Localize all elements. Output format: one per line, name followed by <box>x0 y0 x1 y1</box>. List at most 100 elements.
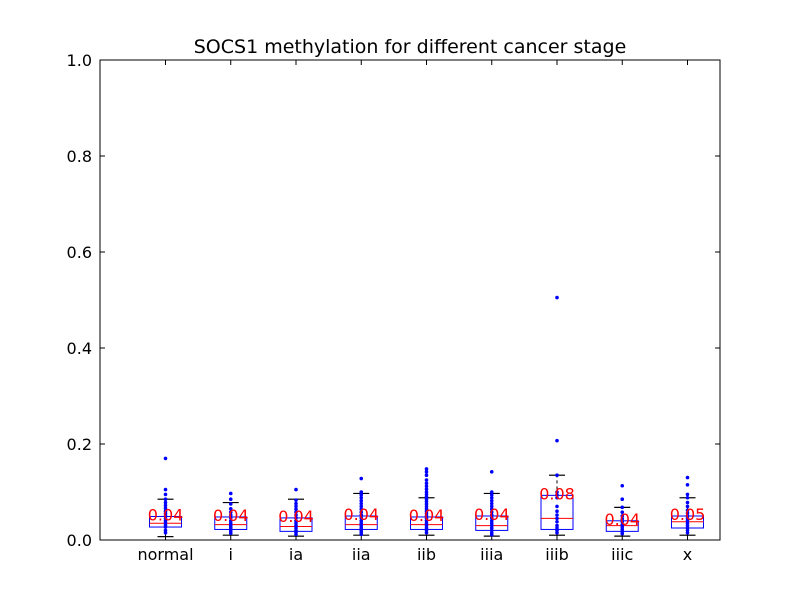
data-point <box>228 491 233 496</box>
data-point <box>685 500 690 505</box>
median-label: 0.04 <box>604 510 640 529</box>
data-point <box>228 502 233 506</box>
x-tick-label: iib <box>417 545 436 564</box>
data-point <box>163 500 168 505</box>
data-point <box>359 513 364 517</box>
data-point <box>489 493 494 497</box>
data-point <box>685 531 690 535</box>
data-point <box>620 483 625 488</box>
data-point <box>359 510 364 514</box>
data-point <box>489 510 494 514</box>
data-point <box>489 501 494 506</box>
data-point <box>359 493 364 497</box>
data-point <box>685 495 690 500</box>
data-point <box>555 493 559 497</box>
data-point <box>228 510 233 514</box>
data-point <box>620 517 625 521</box>
median-label: 0.04 <box>213 506 249 525</box>
data-point <box>489 513 494 517</box>
data-point <box>424 487 429 491</box>
data-point <box>163 503 168 508</box>
data-point <box>555 495 559 500</box>
x-tick-label: x <box>683 545 692 564</box>
data-point <box>620 505 625 510</box>
median-label: 0.04 <box>474 505 510 524</box>
data-point <box>163 456 168 461</box>
data-point <box>228 516 233 520</box>
x-tick-label: normal <box>137 545 193 564</box>
data-point <box>685 475 690 480</box>
data-point <box>489 498 494 503</box>
data-point <box>685 483 690 487</box>
data-point <box>424 481 429 486</box>
data-point <box>228 513 233 517</box>
data-point <box>489 490 494 494</box>
data-point <box>555 490 559 494</box>
data-point <box>489 516 494 520</box>
data-point <box>685 504 690 509</box>
data-point <box>294 513 298 517</box>
median-label: 0.08 <box>539 484 575 503</box>
data-point <box>620 531 625 536</box>
y-tick-label: 0.4 <box>67 339 92 358</box>
plot-frame <box>99 59 721 541</box>
y-tick-label: 0.0 <box>67 531 92 550</box>
data-point <box>424 531 429 535</box>
data-point <box>489 495 494 500</box>
data-point <box>555 509 559 513</box>
data-point <box>555 295 559 300</box>
data-point <box>359 516 364 520</box>
x-tick-label: iia <box>352 545 371 564</box>
median-label: 0.05 <box>670 505 706 524</box>
data-point <box>228 531 233 536</box>
data-point <box>555 531 559 535</box>
data-point <box>228 507 233 511</box>
y-tick-label: 0.8 <box>67 147 92 166</box>
data-point <box>359 504 364 509</box>
data-point <box>424 470 429 474</box>
data-point <box>489 507 494 512</box>
data-point <box>489 504 494 509</box>
data-point <box>294 504 298 509</box>
median-label: 0.04 <box>278 507 314 526</box>
data-point <box>489 470 494 474</box>
x-tick-label: iiia <box>480 545 503 564</box>
data-point <box>294 501 298 506</box>
data-point <box>163 487 168 492</box>
data-point <box>359 476 364 481</box>
data-point <box>424 467 429 471</box>
data-point <box>620 510 625 514</box>
data-point <box>228 497 233 502</box>
data-point <box>163 525 168 529</box>
data-point <box>294 487 298 492</box>
data-point <box>294 507 298 512</box>
y-tick-label: 0.2 <box>67 435 92 454</box>
x-tick-label: iiic <box>611 545 633 564</box>
data-point <box>359 498 364 503</box>
median-label: 0.04 <box>343 505 379 524</box>
x-tick-label: ia <box>289 545 303 564</box>
data-point <box>424 478 429 482</box>
chart-title: SOCS1 methylation for different cancer s… <box>194 36 627 58</box>
data-point <box>685 511 690 515</box>
data-point <box>294 516 298 520</box>
data-point <box>555 519 559 524</box>
data-point <box>359 490 364 494</box>
data-point <box>294 510 298 514</box>
x-tick-label: iiib <box>545 545 569 564</box>
data-point <box>424 473 429 478</box>
data-point <box>555 473 559 478</box>
data-point <box>359 532 364 537</box>
median-label: 0.04 <box>148 505 184 524</box>
data-point <box>620 514 625 518</box>
data-point <box>685 508 690 513</box>
data-point <box>294 532 298 537</box>
data-point <box>620 497 625 502</box>
data-point <box>359 495 364 500</box>
data-point <box>555 513 559 517</box>
data-point <box>163 492 168 497</box>
data-point <box>685 492 690 497</box>
x-tick-label: i <box>229 545 233 564</box>
